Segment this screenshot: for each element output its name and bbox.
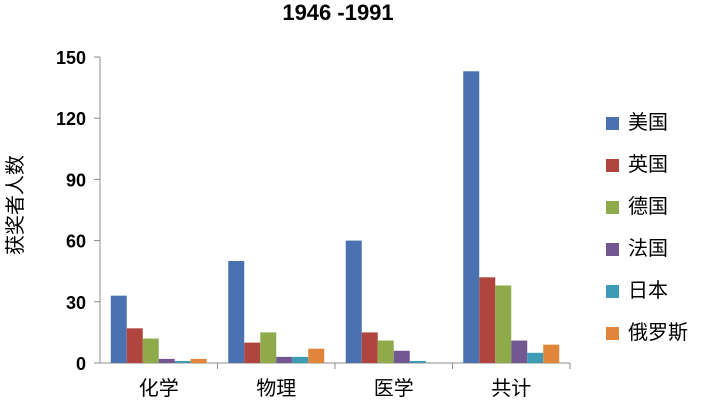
y-axis-label: 获奖者人数	[3, 155, 27, 255]
legend-swatch	[606, 201, 619, 214]
bar	[393, 350, 410, 363]
bar	[361, 332, 378, 363]
bar	[527, 352, 544, 363]
bar	[409, 360, 426, 363]
x-category-label: 共计	[491, 376, 531, 400]
bar	[276, 356, 293, 363]
legend-label: 美国	[628, 110, 668, 134]
legend-label: 德国	[628, 194, 668, 218]
bar	[479, 277, 496, 363]
legend-swatch	[606, 117, 619, 130]
legend-swatch	[606, 285, 619, 298]
y-tick-label: 60	[66, 232, 86, 252]
bar	[495, 285, 512, 363]
chart-title: 1946 -1991	[282, 0, 393, 25]
legend-label: 俄罗斯	[628, 320, 688, 344]
bar	[260, 332, 277, 363]
y-tick-label: 30	[66, 293, 86, 313]
bar	[174, 360, 191, 363]
y-tick-label: 90	[66, 170, 86, 190]
x-category-label: 物理	[256, 376, 296, 400]
y-tick-label: 120	[56, 109, 86, 129]
bar	[228, 261, 245, 363]
bar	[463, 71, 480, 363]
legend-swatch	[606, 159, 619, 172]
legend-label: 法国	[628, 236, 668, 260]
bar	[511, 340, 528, 363]
bar	[345, 240, 362, 363]
bar	[244, 342, 261, 363]
y-tick-label: 150	[56, 48, 86, 68]
bar	[308, 348, 325, 363]
bar	[110, 295, 127, 363]
bar	[292, 356, 309, 363]
x-category-label: 化学	[139, 376, 179, 400]
bar	[158, 358, 175, 363]
bar	[543, 344, 560, 363]
y-tick-label: 0	[76, 354, 86, 374]
bar	[190, 358, 207, 363]
x-category-label: 医学	[374, 376, 414, 400]
bar	[377, 340, 394, 363]
legend-label: 日本	[628, 278, 668, 302]
legend-swatch	[606, 243, 619, 256]
plot-area: 0 30 60 90 120 150 化学 物理 医学 共计	[56, 48, 571, 400]
bar	[142, 338, 159, 363]
bar	[126, 328, 143, 363]
legend-swatch	[606, 327, 619, 340]
legend-label: 英国	[628, 152, 668, 176]
